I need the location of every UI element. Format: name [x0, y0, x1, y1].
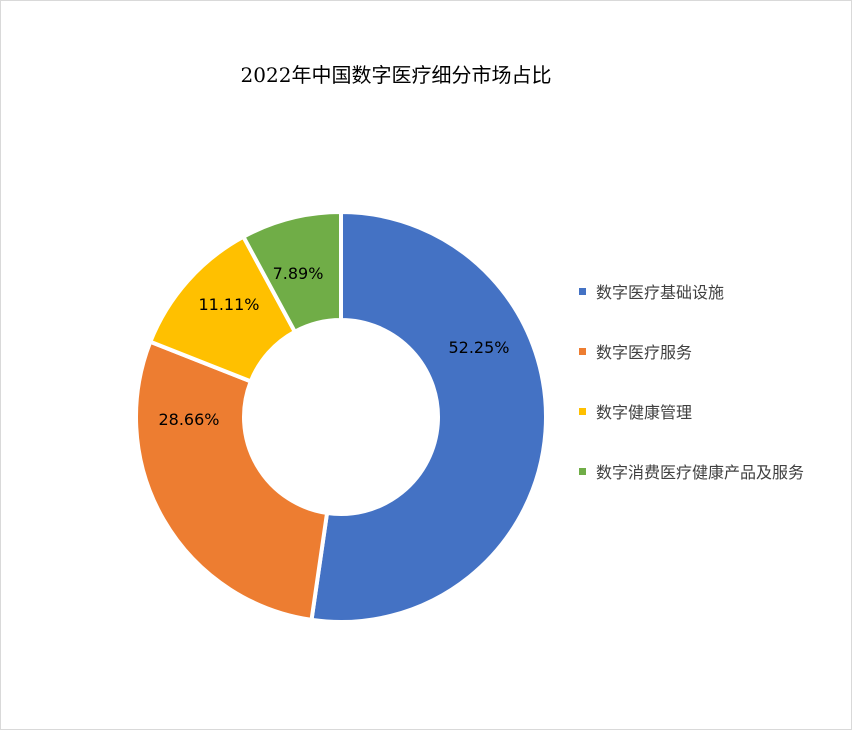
- chart-title: 2022年中国数字医疗细分市场占比: [240, 63, 552, 87]
- legend-item: 数字医疗服务: [579, 339, 692, 363]
- legend-label: 数字健康管理: [596, 403, 693, 422]
- legend-item: 数字健康管理: [579, 399, 692, 423]
- legend-swatch: [579, 347, 586, 355]
- legend-label: 数字医疗服务: [596, 343, 693, 362]
- donut-slice-1: [309, 209, 548, 624]
- legend-item: 数字医疗基础设施: [579, 279, 724, 303]
- legend-swatch: [579, 467, 586, 475]
- legend-label: 数字消费医疗健康产品及服务: [596, 463, 805, 482]
- legend-item: 数字消费医疗健康产品及服务: [579, 459, 804, 483]
- legend-label: 数字医疗基础设施: [596, 283, 725, 302]
- data-label: 7.89%: [273, 264, 324, 283]
- donut-slice-4: [240, 209, 343, 335]
- data-label: 52.25%: [448, 338, 509, 357]
- legend-swatch: [579, 407, 586, 415]
- donut-slice-2: [134, 339, 330, 623]
- data-label: 28.66%: [158, 410, 219, 429]
- data-label: 11.11%: [198, 295, 259, 314]
- legend-swatch: [579, 287, 586, 295]
